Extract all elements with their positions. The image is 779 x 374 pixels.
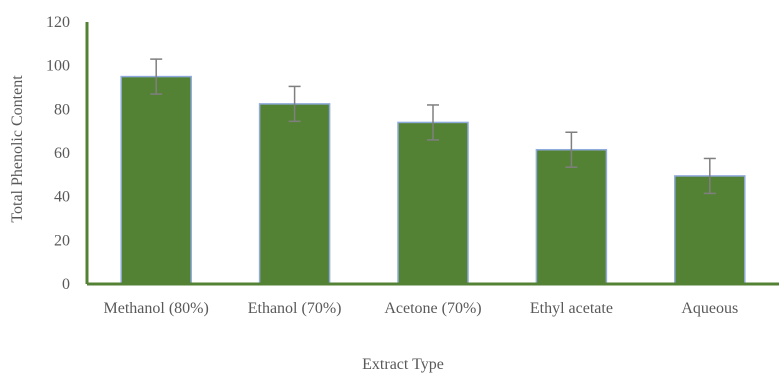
x-category-label: Acetone (70%) (384, 300, 481, 317)
bar (120, 75, 192, 285)
y-tick-label: 60 (54, 145, 70, 162)
bar (258, 103, 331, 285)
x-axis-title: Extract Type (362, 356, 444, 373)
bar (535, 148, 608, 285)
error-bar (427, 104, 439, 141)
error-bar (565, 131, 578, 168)
y-tick-label: 100 (46, 58, 70, 75)
axes (85, 22, 779, 286)
y-tick-labels: 0 20 40 60 80 100 120 (46, 14, 70, 293)
x-category-label: Ethanol (70%) (248, 300, 342, 317)
y-tick-label: 120 (46, 14, 70, 31)
x-category-labels: Methanol (80%) Ethanol (70%) Acetone (70%)… (104, 300, 739, 317)
y-tick-label: 20 (54, 232, 70, 249)
bar (397, 121, 469, 285)
x-category-label: Aqueous (681, 300, 738, 317)
error-bar (703, 157, 716, 195)
error-bars (150, 58, 716, 195)
y-tick-label: 40 (54, 189, 70, 206)
error-bar (288, 85, 301, 123)
x-category-label: Methanol (80%) (104, 300, 209, 317)
error-bar (150, 58, 163, 95)
y-tick-label: 0 (62, 276, 70, 293)
x-category-label: Ethyl acetate (530, 300, 613, 317)
y-tick-label: 80 (54, 101, 70, 118)
y-axis-title: Total Phenolic Content (9, 75, 26, 223)
